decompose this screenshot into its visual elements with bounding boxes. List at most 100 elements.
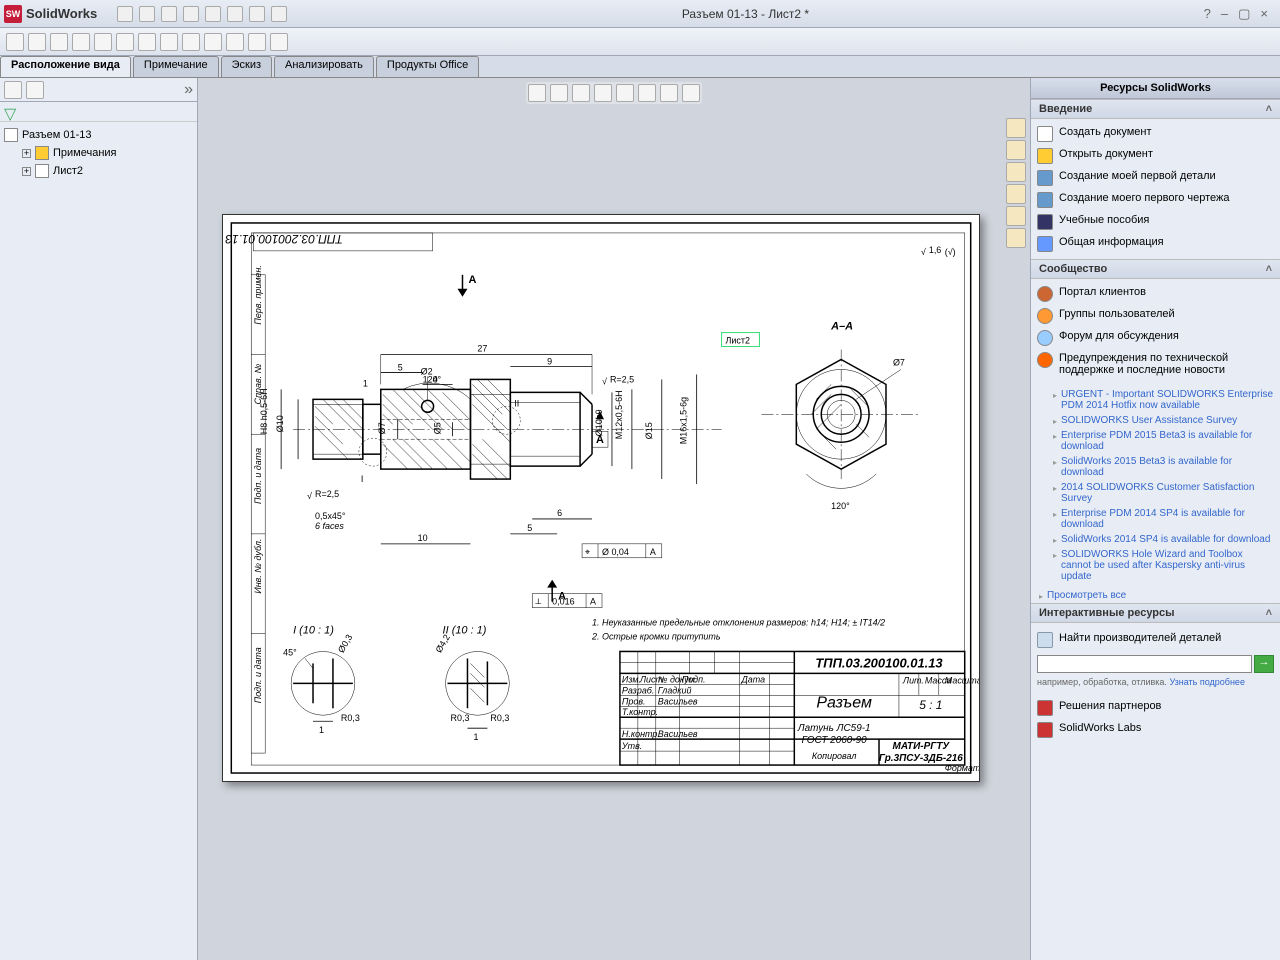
view-icon[interactable] [616,84,634,102]
property-icon[interactable] [1006,228,1026,248]
tool-icon[interactable] [50,33,68,51]
tree-sheet[interactable]: + Лист2 [4,162,193,180]
options-icon[interactable] [271,6,287,22]
intro-item[interactable]: Учебные пособия [1037,211,1274,233]
maximize-icon[interactable]: ▢ [1238,6,1250,22]
community-item[interactable]: Группы пользователей [1037,305,1274,327]
help-icon[interactable]: ? [1204,6,1211,22]
zoom-area-icon[interactable] [550,84,568,102]
manufacturer-search-input[interactable] [1037,655,1252,673]
expand-icon[interactable]: + [22,149,31,158]
collapse-panel-icon[interactable]: » [184,81,193,99]
drawing-canvas[interactable]: ТПП.03.200100.01.13 √ 1,6 (√) Лист2 А [198,78,1030,960]
community-item[interactable]: Форум для обсуждения [1037,327,1274,349]
tree-tab-icon[interactable] [4,81,22,99]
tool-icon[interactable] [204,33,222,51]
tab-annotation[interactable]: Примечание [133,56,219,77]
news-link[interactable]: ▸SOLIDWORKS Hole Wizard and Toolbox cann… [1045,547,1274,584]
filter-icon[interactable]: ▽ [4,104,18,118]
close-icon[interactable]: × [1260,6,1268,22]
tab-office[interactable]: Продукты Office [376,56,479,77]
news-link[interactable]: ▸Enterprise PDM 2014 SP4 is available fo… [1045,506,1274,532]
intro-item[interactable]: Общая информация [1037,233,1274,255]
appearance-icon[interactable] [1006,206,1026,226]
tool-icon[interactable] [160,33,178,51]
view-icon[interactable] [660,84,678,102]
drawing-sheet[interactable]: ТПП.03.200100.01.13 √ 1,6 (√) Лист2 А [222,214,980,782]
svg-text:Инв. № дубл.: Инв. № дубл. [253,539,263,594]
intro-item[interactable]: Открыть документ [1037,145,1274,167]
svg-text:Лит.: Лит. [902,675,924,685]
rebuild-icon[interactable] [249,6,265,22]
pan-icon[interactable] [572,84,590,102]
undo-icon[interactable] [205,6,221,22]
print-icon[interactable] [183,6,199,22]
svg-text:√: √ [602,376,607,386]
view-icon[interactable] [682,84,700,102]
community-item[interactable]: Портал клиентов [1037,283,1274,305]
tab-view-layout[interactable]: Расположение вида [0,56,131,77]
expand-icon[interactable]: + [22,167,31,176]
view-all-link[interactable]: ▸Просмотреть все [1031,588,1280,603]
news-link[interactable]: ▸Enterprise PDM 2015 Beta3 is available … [1045,428,1274,454]
section-interactive-header[interactable]: Интерактивные ресурсы˄ [1031,603,1280,623]
taskpane-title: Ресурсы SolidWorks [1031,78,1280,99]
search-go-button[interactable]: → [1254,655,1274,673]
tool-icon[interactable] [6,33,24,51]
property-tab-icon[interactable] [26,81,44,99]
svg-text:Ø0,3: Ø0,3 [336,633,354,655]
svg-text:ГОСТ 2060-90: ГОСТ 2060-90 [802,735,868,746]
tool-icon[interactable] [116,33,134,51]
svg-text:Ø 0,04: Ø 0,04 [602,547,629,557]
search-icon [1037,632,1053,648]
tab-sketch[interactable]: Эскиз [221,56,272,77]
section-community-header[interactable]: Сообщество˄ [1031,259,1280,279]
select-icon[interactable] [227,6,243,22]
tree-root[interactable]: Разъем 01-13 [4,126,193,144]
news-link[interactable]: ▸SolidWorks 2014 SP4 is available for do… [1045,532,1274,547]
tool-icon[interactable] [248,33,266,51]
tool-icon[interactable] [226,33,244,51]
feature-tree: Разъем 01-13 + Примечания + Лист2 [0,122,197,184]
tool-icon[interactable] [138,33,156,51]
tab-analyze[interactable]: Анализировать [274,56,374,77]
explorer-icon[interactable] [1006,162,1026,182]
interactive-link[interactable]: Решения партнеров [1037,697,1274,719]
zoom-fit-icon[interactable] [528,84,546,102]
minimize-icon[interactable]: – [1221,6,1228,22]
section-intro-header[interactable]: Введение˄ [1031,99,1280,119]
tool-icon[interactable] [94,33,112,51]
tool-icon[interactable] [72,33,90,51]
rotate-icon[interactable] [594,84,612,102]
svg-text:Гладкий: Гладкий [658,685,692,695]
svg-text:1: 1 [473,732,478,742]
display-icon[interactable] [638,84,656,102]
item-icon [1037,126,1053,142]
library-icon[interactable] [1006,140,1026,160]
open-doc-icon[interactable] [139,6,155,22]
interactive-link[interactable]: SolidWorks Labs [1037,719,1274,741]
news-link[interactable]: ▸URGENT - Important SOLIDWORKS Enterpris… [1045,387,1274,413]
home-icon[interactable] [1006,118,1026,138]
svg-text:Разраб.: Разраб. [622,685,654,695]
chevron-up-icon: ˄ [1266,263,1272,275]
intro-item[interactable]: Создать документ [1037,123,1274,145]
new-doc-icon[interactable] [117,6,133,22]
news-link[interactable]: ▸SolidWorks 2015 Beta3 is available for … [1045,454,1274,480]
svg-text:Ø7: Ø7 [377,422,387,434]
tool-icon[interactable] [270,33,288,51]
chevron-up-icon: ˄ [1266,607,1272,619]
search-icon[interactable] [1006,184,1026,204]
news-link[interactable]: ▸2014 SOLIDWORKS Customer Satisfaction S… [1045,480,1274,506]
learn-more-link[interactable]: Узнать подробнее [1169,677,1245,687]
svg-text:27: 27 [477,344,487,354]
news-link[interactable]: ▸SOLIDWORKS User Assistance Survey [1045,413,1274,428]
svg-text:II: II [514,398,519,408]
intro-item[interactable]: Создание моего первого чертежа [1037,189,1274,211]
intro-item[interactable]: Создание моей первой детали [1037,167,1274,189]
tool-icon[interactable] [182,33,200,51]
save-icon[interactable] [161,6,177,22]
community-item[interactable]: Предупреждения по технической поддержке … [1037,349,1274,379]
tree-annotations[interactable]: + Примечания [4,144,193,162]
tool-icon[interactable] [28,33,46,51]
